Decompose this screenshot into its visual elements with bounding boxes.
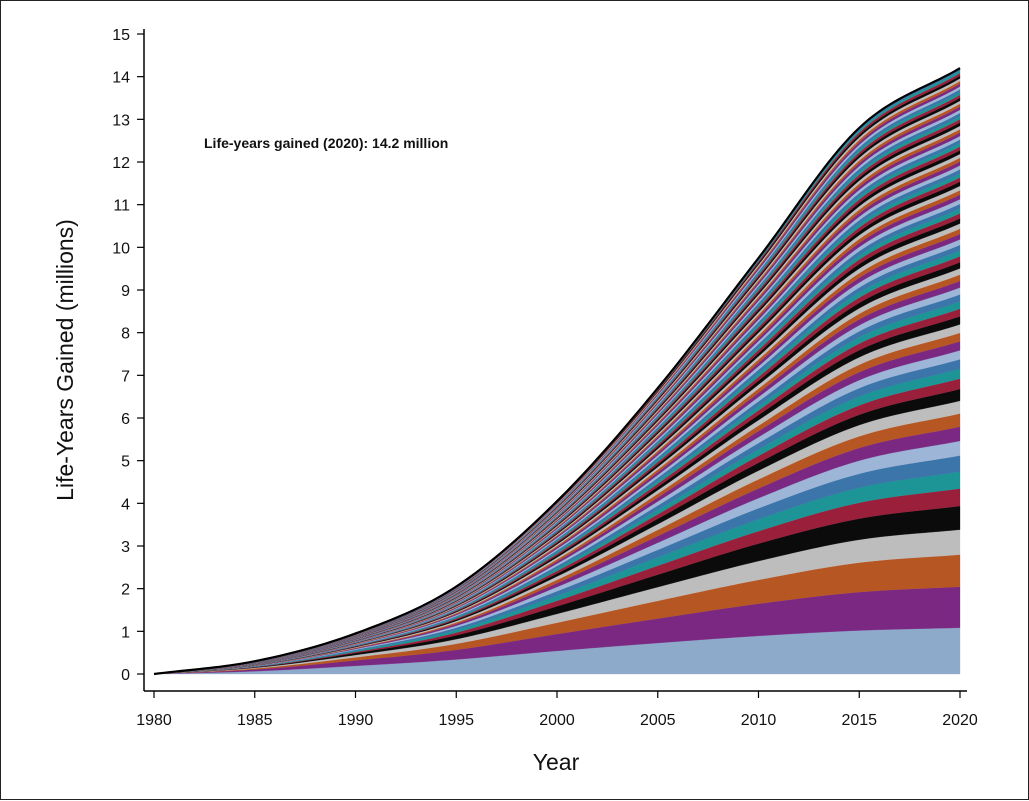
x-axis-title: Year [533,749,580,775]
x-tick-label: 2015 [841,712,877,729]
y-tick-label: 12 [112,155,130,172]
axes [143,29,967,692]
y-tick-label: 15 [112,27,130,44]
y-axis-title: Life-Years Gained (millions) [52,219,78,501]
y-tick-label: 6 [121,411,130,428]
y-tick-label: 9 [121,283,130,300]
x-tick-label: 1980 [136,712,172,729]
total-outline [153,67,961,676]
y-tick-label: 8 [121,326,130,343]
y-tick-label: 14 [112,70,130,87]
x-tick-label: 1985 [237,712,273,729]
x-tick-label: 2020 [942,712,978,729]
x-tick-label: 2000 [539,712,575,729]
y-tick-label: 13 [112,112,130,129]
y-tick-label: 3 [121,539,130,556]
y-tick-label: 7 [121,368,130,385]
y-tick-label: 11 [113,198,130,215]
y-tick-label: 5 [121,454,130,471]
y-tick-label: 1 [121,624,130,641]
x-tick-label: 1990 [338,712,374,729]
x-tick-label: 2005 [640,712,676,729]
x-ticks: 1980 1985 1990 1995 2000 2005 2010 2015 2020 [136,691,978,729]
annotation-label: Life-years gained (2020): 14.2 million [204,135,448,151]
x-tick-label: 1995 [438,712,474,729]
y-tick-label: 10 [112,240,130,257]
x-tick-label: 2010 [741,712,777,729]
y-tick-label: 4 [121,496,130,513]
y-tick-label: 2 [121,582,130,599]
stacked-bands [153,67,961,675]
y-tick-label: 0 [121,667,130,684]
